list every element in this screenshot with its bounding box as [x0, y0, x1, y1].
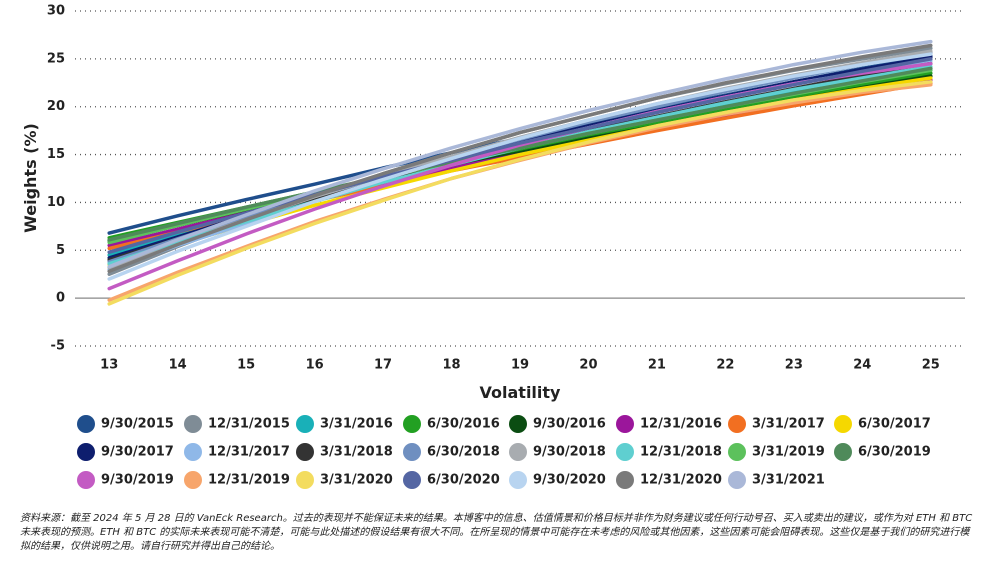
- y-tick-label: -5: [51, 339, 65, 354]
- x-tick-label: 20: [579, 358, 597, 373]
- y-tick-label: 5: [56, 243, 65, 258]
- series-line: [107, 82, 933, 302]
- legend-label: 3/31/2016: [320, 417, 393, 432]
- legend-label: 3/31/2017: [752, 417, 825, 432]
- x-tick-label: 17: [374, 358, 392, 373]
- legend-swatch: [509, 471, 527, 489]
- series-line: [107, 76, 933, 267]
- x-tick-label: 13: [100, 358, 118, 373]
- legend-label: 6/30/2017: [858, 417, 931, 432]
- legend-label: 12/31/2017: [208, 445, 290, 460]
- series-line: [107, 66, 933, 242]
- legend-label: 12/31/2020: [640, 473, 722, 488]
- x-tick-label: 22: [716, 358, 734, 373]
- series-line: [107, 39, 933, 269]
- legend-swatch: [728, 443, 746, 461]
- legend-label: 12/31/2019: [208, 473, 290, 488]
- legend-swatch: [77, 443, 95, 461]
- legend-label: 12/31/2016: [640, 417, 722, 432]
- footnote: 资料来源：截至 2024 年 5 月 28 日的 VanEck Research…: [20, 513, 973, 552]
- y-tick-label: 20: [47, 99, 65, 114]
- legend-label: 9/30/2015: [101, 417, 174, 432]
- legend-swatch: [616, 471, 634, 489]
- legend-label: 6/30/2018: [427, 445, 500, 460]
- legend-swatch: [296, 443, 314, 461]
- legend-label: 9/30/2017: [101, 445, 174, 460]
- y-tick-label: 10: [47, 195, 65, 210]
- y-tick-label: 0: [56, 291, 65, 306]
- legend-swatch: [509, 443, 527, 461]
- series-line: [107, 80, 933, 306]
- legend-swatch: [834, 415, 852, 433]
- legend-label: 9/30/2020: [533, 473, 606, 488]
- y-tick-label: 15: [47, 147, 65, 162]
- chart: Volatility Weights (%) -5 0 5 10 15 20 25 30 13 1…: [21, 4, 965, 489]
- legend-label: 9/30/2018: [533, 445, 606, 460]
- legend-label: 3/31/2021: [752, 473, 825, 488]
- legend-swatch: [296, 471, 314, 489]
- series-line: [107, 57, 933, 254]
- legend-label: 3/31/2018: [320, 445, 393, 460]
- x-tick-label: 18: [442, 358, 460, 373]
- legend-label: 6/30/2019: [858, 445, 931, 460]
- y-tick-label: 25: [47, 51, 65, 66]
- legend-swatch: [616, 415, 634, 433]
- legend-swatch: [616, 443, 634, 461]
- x-tick-label: 15: [237, 358, 255, 373]
- legend-label: 9/30/2019: [101, 473, 174, 488]
- legend-swatch: [77, 471, 95, 489]
- y-tick-label: 30: [47, 4, 65, 19]
- legend-label: 3/31/2019: [752, 445, 825, 460]
- x-tick-label: 25: [922, 358, 940, 373]
- legend-swatch: [77, 415, 95, 433]
- legend-swatch: [296, 415, 314, 433]
- x-tick-label: 16: [306, 358, 324, 373]
- legend-label: 6/30/2020: [427, 473, 500, 488]
- series-line: [107, 52, 933, 281]
- legend-swatch: [184, 415, 202, 433]
- legend-swatch: [403, 415, 421, 433]
- legend-label: 6/30/2016: [427, 417, 500, 432]
- legend-swatch: [509, 415, 527, 433]
- legend-swatch: [728, 471, 746, 489]
- x-tick-label: 21: [648, 358, 666, 373]
- legend-label: 12/31/2018: [640, 445, 722, 460]
- legend-swatch: [184, 443, 202, 461]
- x-tick-label: 23: [785, 358, 803, 373]
- x-tick-label: 24: [853, 358, 871, 373]
- legend-swatch: [184, 471, 202, 489]
- legend-swatch: [834, 443, 852, 461]
- series-line: [107, 43, 933, 274]
- x-tick-label: 19: [511, 358, 529, 373]
- legend-label: 9/30/2016: [533, 417, 606, 432]
- legend-label: 12/31/2015: [208, 417, 290, 432]
- y-axis-label: Weights (%): [21, 123, 40, 233]
- x-axis-label: Volatility: [480, 383, 562, 402]
- legend-label: 3/31/2020: [320, 473, 393, 488]
- legend-swatch: [403, 443, 421, 461]
- legend-swatch: [403, 471, 421, 489]
- x-tick-label: 14: [169, 358, 187, 373]
- legend-swatch: [728, 415, 746, 433]
